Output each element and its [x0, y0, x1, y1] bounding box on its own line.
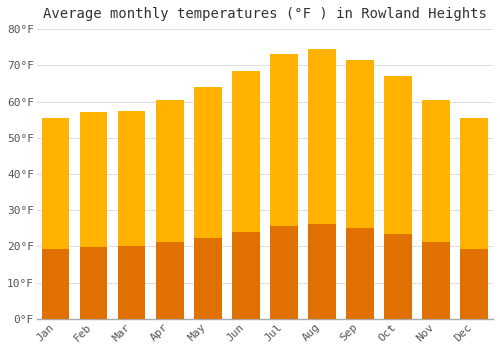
Bar [346, 228, 374, 319]
Bar [422, 100, 450, 319]
Bar [194, 238, 222, 319]
Bar [460, 248, 487, 319]
Bar [156, 242, 184, 319]
Bar [118, 246, 146, 319]
Bar [42, 118, 70, 319]
Bar [346, 60, 374, 319]
Bar [42, 248, 70, 319]
Bar [118, 111, 146, 319]
Bar [384, 76, 411, 319]
Bar [232, 232, 260, 319]
Bar [80, 247, 108, 319]
Title: Average monthly temperatures (°F ) in Rowland Heights: Average monthly temperatures (°F ) in Ro… [43, 7, 487, 21]
Bar [156, 100, 184, 319]
Bar [308, 224, 336, 319]
Bar [232, 71, 260, 319]
Bar [422, 242, 450, 319]
Bar [194, 87, 222, 319]
Bar [80, 112, 108, 319]
Bar [384, 234, 411, 319]
Bar [270, 226, 297, 319]
Bar [460, 118, 487, 319]
Bar [270, 54, 297, 319]
Bar [308, 49, 336, 319]
